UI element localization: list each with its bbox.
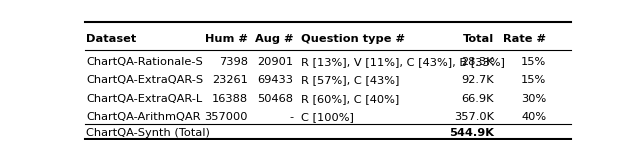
- Text: 7398: 7398: [219, 57, 248, 67]
- Text: 15%: 15%: [521, 76, 547, 86]
- Text: Question type #: Question type #: [301, 34, 404, 44]
- Text: C [100%]: C [100%]: [301, 112, 353, 122]
- Text: -: -: [289, 112, 293, 122]
- Text: ChartQA-ExtraQAR-S: ChartQA-ExtraQAR-S: [86, 76, 203, 86]
- Text: ChartQA-Rationale-S: ChartQA-Rationale-S: [86, 57, 203, 67]
- Text: 357000: 357000: [204, 112, 248, 122]
- Text: 15%: 15%: [521, 57, 547, 67]
- Text: 66.9K: 66.9K: [461, 94, 494, 104]
- Text: Hum #: Hum #: [205, 34, 248, 44]
- Text: Rate #: Rate #: [503, 34, 547, 44]
- Text: 23261: 23261: [212, 76, 248, 86]
- Text: 544.9K: 544.9K: [449, 128, 494, 138]
- Text: 28.3K: 28.3K: [461, 57, 494, 67]
- Text: 30%: 30%: [521, 94, 547, 104]
- Text: ChartQA-ArithmQAR: ChartQA-ArithmQAR: [86, 112, 200, 122]
- Text: R [57%], C [43%]: R [57%], C [43%]: [301, 76, 399, 86]
- Text: 20901: 20901: [257, 57, 293, 67]
- Text: 92.7K: 92.7K: [461, 76, 494, 86]
- Text: 40%: 40%: [521, 112, 547, 122]
- Text: 357.0K: 357.0K: [454, 112, 494, 122]
- Text: R [13%], V [11%], C [43%], B [33%]: R [13%], V [11%], C [43%], B [33%]: [301, 57, 504, 67]
- Text: ChartQA-ExtraQAR-L: ChartQA-ExtraQAR-L: [86, 94, 202, 104]
- Text: Aug #: Aug #: [255, 34, 293, 44]
- Text: R [60%], C [40%]: R [60%], C [40%]: [301, 94, 399, 104]
- Text: 50468: 50468: [257, 94, 293, 104]
- Text: 69433: 69433: [257, 76, 293, 86]
- Text: Dataset: Dataset: [86, 34, 136, 44]
- Text: ChartQA-Synth (Total): ChartQA-Synth (Total): [86, 128, 210, 138]
- Text: 16388: 16388: [212, 94, 248, 104]
- Text: Total: Total: [463, 34, 494, 44]
